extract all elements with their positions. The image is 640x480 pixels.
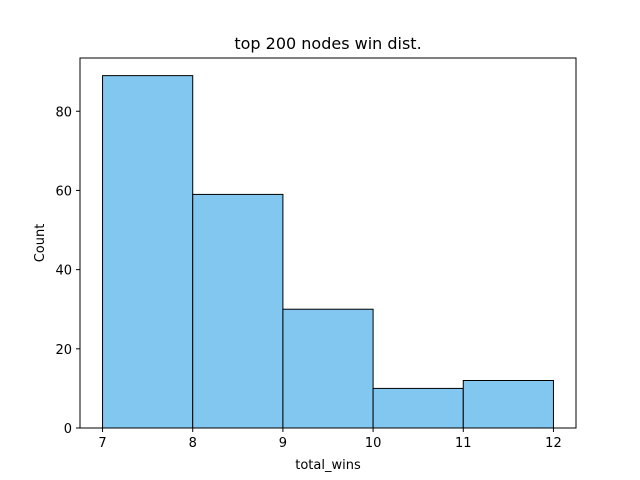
histogram-bar [462,379,554,429]
x-tick-label: 8 [189,436,197,451]
histogram-bar [372,387,464,429]
x-tick-label: 9 [279,436,287,451]
y-tick-label: 40 [55,264,72,279]
x-axis-label: total_wins [295,458,361,473]
x-tick-label: 11 [455,436,472,451]
bars-group [102,75,554,429]
chart-title: top 200 nodes win dist. [234,34,421,53]
y-tick-label: 20 [55,343,72,358]
y-axis-label: Count [33,224,48,263]
y-tick-label: 60 [55,184,72,199]
x-tick-label: 12 [545,436,562,451]
histogram-bar [282,308,374,429]
histogram-bar [102,75,194,429]
y-tick-label: 0 [64,422,72,437]
y-tick-label: 80 [55,105,72,120]
x-tick-label: 10 [365,436,382,451]
histogram-bar [192,193,284,429]
plot-frame [79,57,577,429]
x-axis-ticks: 7 8 9 10 11 12 [98,428,562,451]
y-axis-ticks: 0 20 40 60 80 [55,105,80,437]
x-tick-label: 7 [98,436,106,451]
